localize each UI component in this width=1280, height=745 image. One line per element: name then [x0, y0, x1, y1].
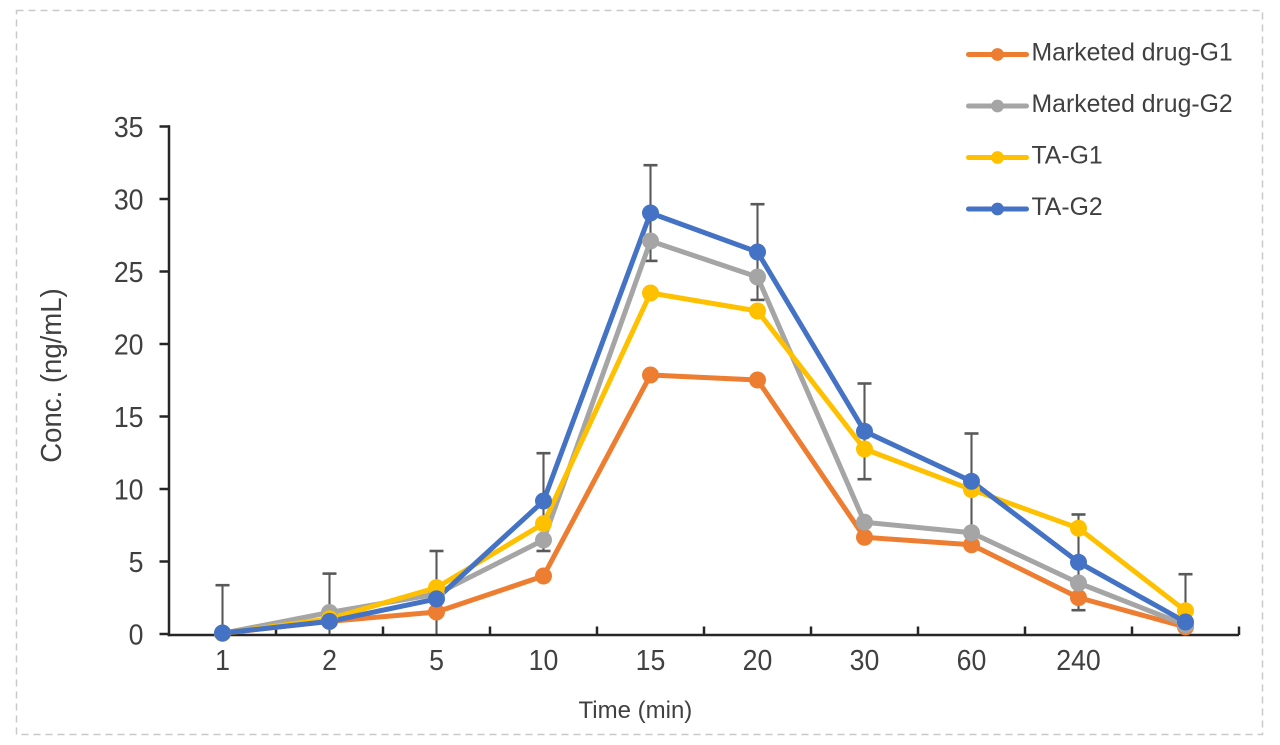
- svg-text:5: 5: [129, 546, 144, 578]
- svg-text:15: 15: [114, 401, 144, 433]
- svg-text:TA-G1: TA-G1: [1032, 143, 1103, 170]
- svg-text:Marketed drug-G1: Marketed drug-G1: [1032, 40, 1233, 67]
- svg-text:TA-G2: TA-G2: [1032, 194, 1103, 221]
- svg-text:1: 1: [215, 644, 230, 676]
- svg-text:20: 20: [114, 328, 144, 360]
- svg-text:10: 10: [114, 473, 144, 505]
- svg-text:240: 240: [1056, 644, 1101, 676]
- svg-text:30: 30: [114, 183, 144, 215]
- svg-text:15: 15: [636, 644, 666, 676]
- svg-text:30: 30: [850, 644, 880, 676]
- svg-text:Marketed drug-G2: Marketed drug-G2: [1032, 91, 1233, 118]
- svg-text:60: 60: [957, 644, 987, 676]
- svg-text:35: 35: [114, 111, 144, 143]
- svg-text:Conc. (ng/mL): Conc. (ng/mL): [34, 288, 67, 462]
- svg-text:0: 0: [129, 618, 144, 650]
- svg-text:25: 25: [114, 256, 144, 288]
- svg-text:20: 20: [743, 644, 773, 676]
- svg-text:2: 2: [322, 644, 337, 676]
- svg-text:10: 10: [529, 644, 559, 676]
- svg-text:Time (min): Time (min): [579, 697, 693, 724]
- svg-text:5: 5: [429, 644, 444, 676]
